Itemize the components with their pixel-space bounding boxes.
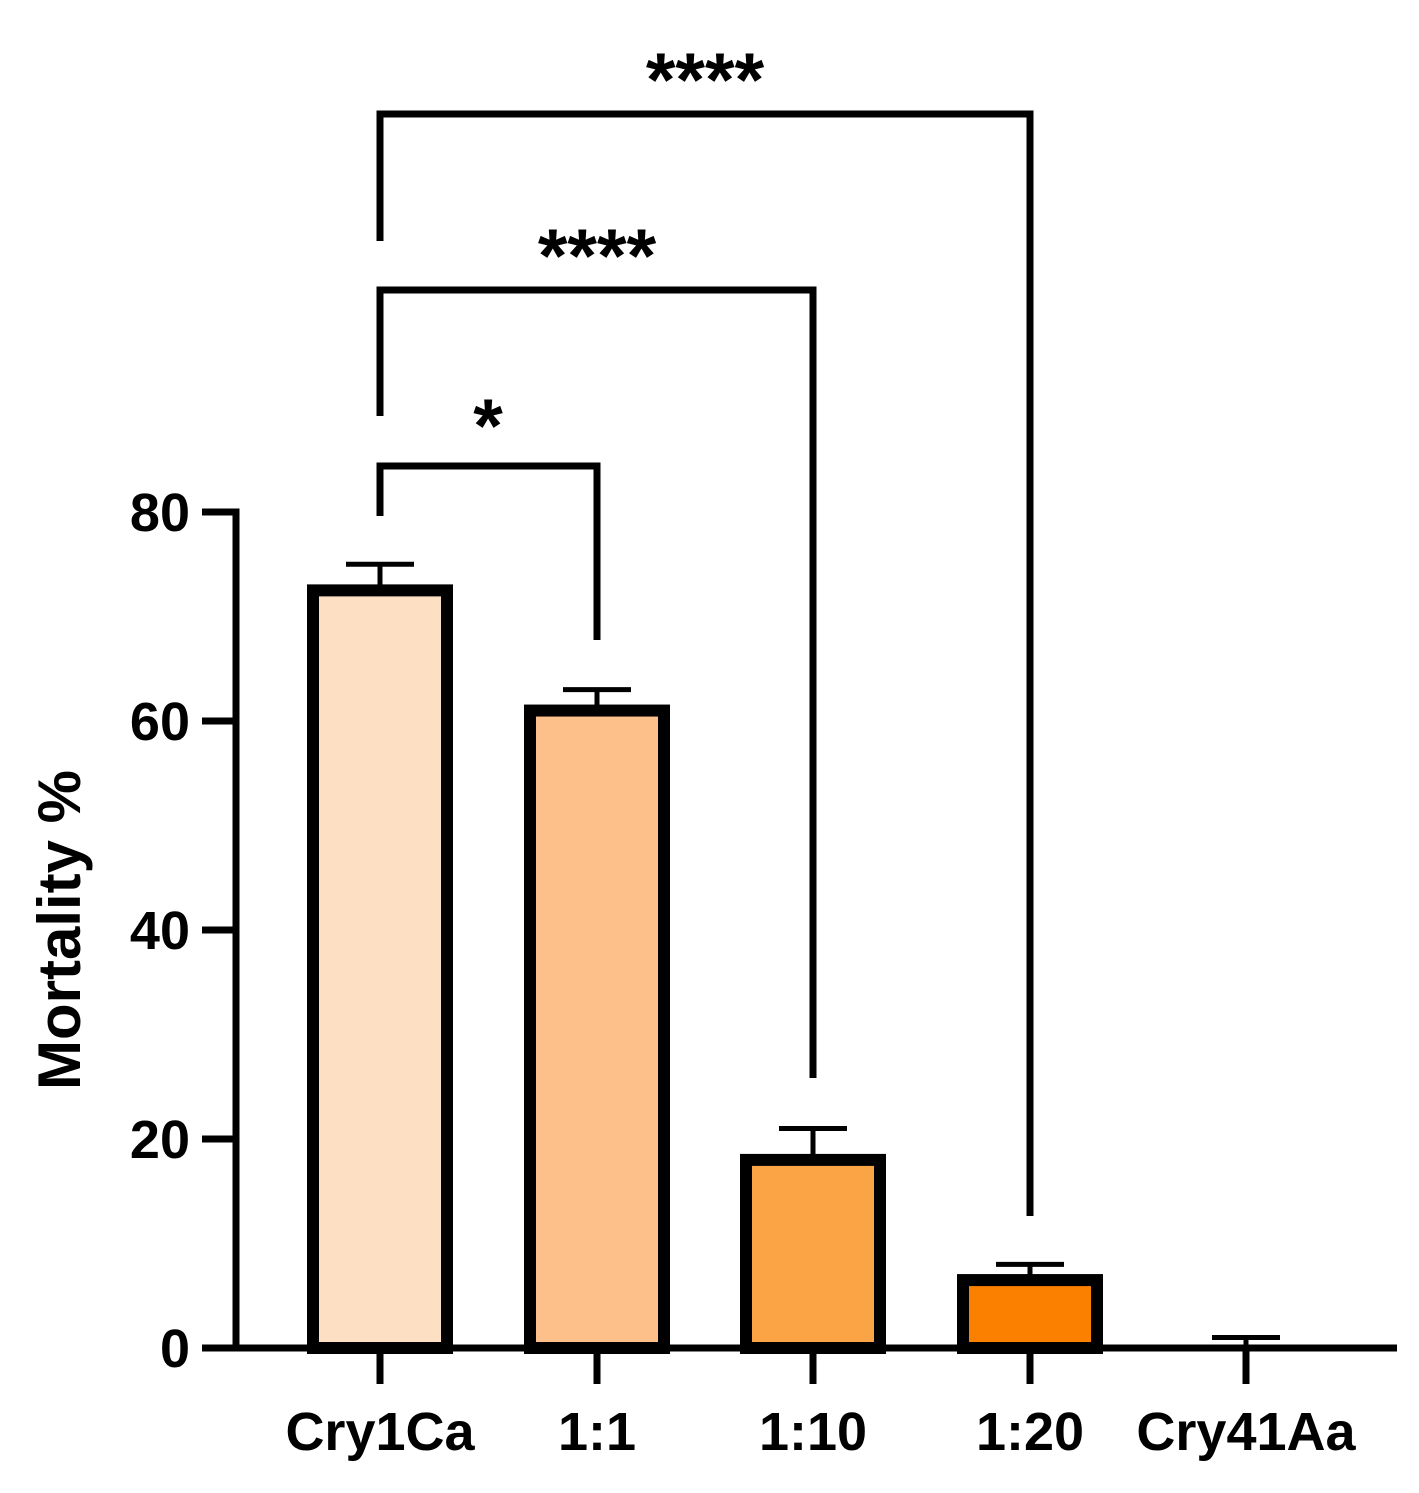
- significance-label: ****: [538, 214, 657, 299]
- x-tick-label: 1:1: [558, 1402, 636, 1462]
- bar: [957, 1274, 1103, 1354]
- y-tick-label: 20: [130, 1110, 190, 1170]
- significance-bracket: [376, 110, 1034, 1216]
- axes: 0 20 40 60 80 Cry1Ca 1:1 1:10 1:20 Cry41Aa: [130, 483, 1397, 1462]
- bar: [740, 1153, 886, 1355]
- significance-bracket: [376, 286, 817, 1078]
- y-tick-label: 40: [130, 901, 190, 961]
- significance-label: ****: [646, 38, 765, 123]
- bar: [524, 704, 670, 1354]
- x-tick-label: Cry1Ca: [285, 1402, 475, 1462]
- significance-brackets: *********: [376, 38, 1034, 1216]
- x-tick-label: 1:10: [759, 1402, 867, 1462]
- x-tick-label: 1:20: [976, 1402, 1084, 1462]
- y-tick-label: 80: [130, 483, 190, 543]
- y-tick-label: 0: [160, 1319, 190, 1379]
- y-tick-label: 60: [130, 692, 190, 752]
- x-tick-label: Cry41Aa: [1136, 1402, 1356, 1462]
- y-axis-title: Mortality %: [26, 770, 93, 1090]
- bar: [307, 584, 453, 1354]
- significance-label: *: [473, 384, 503, 469]
- bars: [307, 561, 1280, 1355]
- significance-bracket: [376, 462, 601, 640]
